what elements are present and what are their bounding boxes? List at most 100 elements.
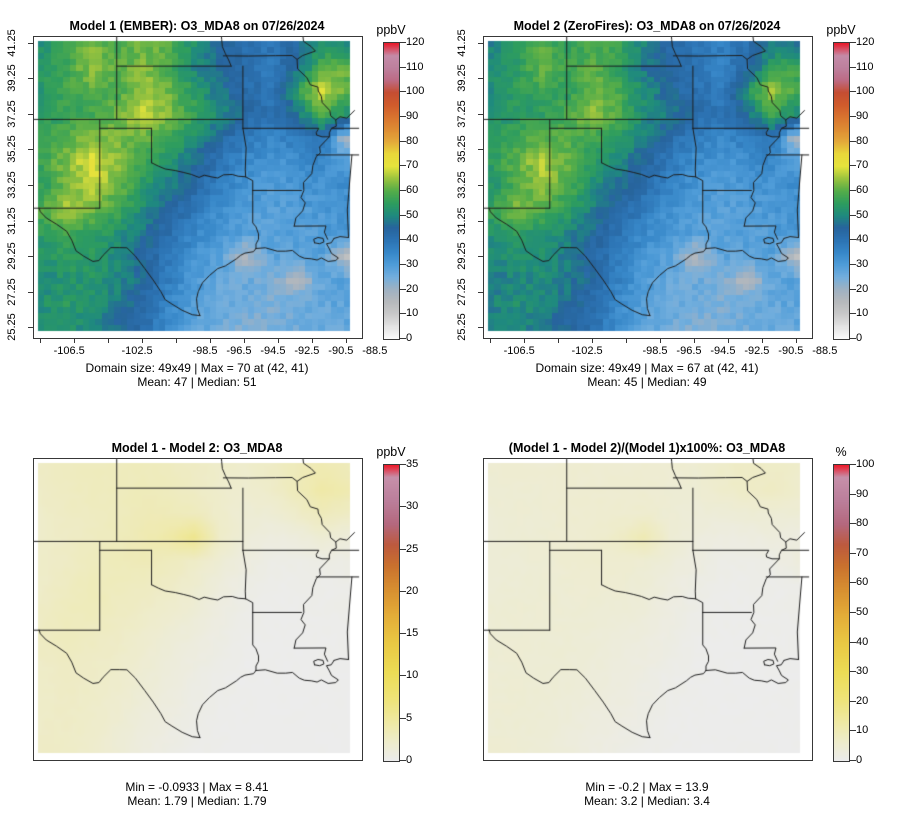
x-tick-label: -94.5 xyxy=(710,345,736,357)
x-axis-tick xyxy=(209,338,211,343)
colorbar-tick-label: 90 xyxy=(856,110,869,122)
colorbar-tick xyxy=(850,760,856,761)
colorbar-tick xyxy=(400,91,406,93)
colorbar-tick-label: 30 xyxy=(406,500,419,513)
panel-model1: Model 1 (EMBER): O3_MDA8 on 07/26/2024 p… xyxy=(0,0,450,422)
y-axis-tick xyxy=(478,291,483,293)
map-frame-model2 xyxy=(483,36,813,339)
colorbar-tick xyxy=(400,239,406,241)
colorbar-tick-label: 0 xyxy=(856,332,863,344)
x-tick-label: -94.5 xyxy=(260,345,286,357)
x-axis-tick xyxy=(74,338,76,343)
x-axis-tick xyxy=(40,338,42,343)
colorbar-tick xyxy=(400,190,406,191)
colorbar-tick-label: 60 xyxy=(856,184,869,196)
colorbar-tick-label: 0 xyxy=(406,332,413,344)
colorbar-tick xyxy=(400,506,406,508)
colorbar-tick xyxy=(400,116,406,117)
colorbar-tick xyxy=(850,523,856,525)
panel-title-difference: Model 1 - Model 2: O3_MDA8 xyxy=(111,441,283,456)
y-axis-tick xyxy=(478,220,483,222)
colorbar-tick xyxy=(400,464,406,465)
colorbar-tick-label: 100 xyxy=(856,458,875,470)
y-axis-tick xyxy=(478,185,483,186)
stats-line-2: Mean: 47 | Median: 51 xyxy=(137,375,257,389)
x-tick-label: -90.5 xyxy=(328,345,354,357)
colorbar-tick-label: 50 xyxy=(856,606,869,618)
colorbar-tick xyxy=(850,582,856,584)
colorbar-tick xyxy=(850,493,856,495)
map-frame-percent-difference xyxy=(483,458,813,761)
colorbar-tick-label: 10 xyxy=(856,307,869,320)
x-axis-tick xyxy=(795,338,797,343)
y-axis-tick xyxy=(28,78,33,80)
x-axis-tick xyxy=(108,338,110,343)
colorbar-tick xyxy=(400,42,406,43)
colorbar-tick-label: 20 xyxy=(406,282,419,295)
colorbar-tick xyxy=(400,717,406,719)
colorbar-tick xyxy=(850,116,856,117)
colorbar-tick xyxy=(850,338,856,339)
panel-percent-difference: (Model 1 - Model 2)/(Model 1)x100%: O3_M… xyxy=(450,422,900,840)
panel-model2: Model 2 (ZeroFires): O3_MDA8 on 07/26/20… xyxy=(450,0,900,422)
colorbar-difference xyxy=(383,464,400,762)
colorbar-tick xyxy=(400,633,406,635)
colorbar-tick-label: 100 xyxy=(406,85,425,98)
colorbar-tick-label: 40 xyxy=(856,635,869,648)
colorbar-tick xyxy=(850,730,856,732)
x-tick-label: -96.5 xyxy=(226,345,252,357)
colorbar-canvas-model2 xyxy=(834,43,849,339)
x-tick-label: -92.5 xyxy=(294,345,320,357)
colorbar-tick-label: 20 xyxy=(856,282,869,295)
x-tick-label: -106.5 xyxy=(53,345,85,357)
colorbar-canvas-model1 xyxy=(384,43,399,339)
x-axis-tick xyxy=(243,338,245,343)
colorbar-unit-label: ppbV xyxy=(376,445,406,459)
colorbar-tick-label: 50 xyxy=(856,208,869,221)
x-tick-label: -102.5 xyxy=(121,345,153,357)
x-tick-label: -96.5 xyxy=(676,345,702,357)
colorbar-tick-label: 90 xyxy=(406,110,419,122)
colorbar-tick xyxy=(400,338,406,339)
colorbar-tick xyxy=(400,760,406,761)
panel-difference: Model 1 - Model 2: O3_MDA8 ppbV Min = -0… xyxy=(0,422,450,840)
y-axis-tick xyxy=(478,113,483,115)
colorbar-tick xyxy=(400,590,406,592)
y-axis-tick xyxy=(28,291,33,293)
colorbar-percent-difference xyxy=(833,464,850,762)
map-frame-model1 xyxy=(33,36,363,339)
panel-title-percent-difference: (Model 1 - Model 2)/(Model 1)x100%: O3_M… xyxy=(508,441,786,456)
colorbar-tick-label: 20 xyxy=(406,584,419,597)
y-axis-tick xyxy=(28,185,33,186)
colorbar-unit-label: ppbV xyxy=(376,23,406,37)
x-axis-tick xyxy=(490,338,492,343)
x-tick-label: -88.5 xyxy=(812,345,838,357)
y-axis-tick xyxy=(478,78,483,80)
colorbar-tick xyxy=(850,464,856,465)
colorbar-tick xyxy=(850,288,856,290)
colorbar-model1 xyxy=(383,42,400,340)
colorbar-tick-label: 25 xyxy=(406,542,419,555)
colorbar-tick-label: 40 xyxy=(856,233,869,246)
stats-line-2: Mean: 3.2 | Median: 3.4 xyxy=(584,794,710,808)
colorbar-tick-label: 30 xyxy=(406,258,419,270)
colorbar-tick-label: 35 xyxy=(406,458,419,470)
colorbar-tick-label: 15 xyxy=(406,627,419,640)
x-axis-tick xyxy=(524,338,526,343)
colorbar-tick xyxy=(400,264,406,265)
colorbar-tick-label: 70 xyxy=(406,159,419,172)
colorbar-tick-label: 60 xyxy=(406,184,419,196)
stats-line-1: Min = -0.2 | Max = 13.9 xyxy=(585,780,709,794)
colorbar-tick-label: 0 xyxy=(856,754,863,766)
x-tick-label: -90.5 xyxy=(778,345,804,357)
colorbar-unit-label: % xyxy=(835,445,847,459)
colorbar-tick xyxy=(850,671,856,673)
x-tick-label: -98.5 xyxy=(192,345,218,357)
colorbar-tick xyxy=(850,42,856,43)
colorbar-tick-label: 60 xyxy=(856,576,869,589)
map-canvas-difference xyxy=(34,459,362,760)
x-axis-tick xyxy=(345,338,347,343)
y-axis-tick xyxy=(478,327,483,329)
stats-line-1: Domain size: 49x49 | Max = 67 at (42, 41… xyxy=(535,361,759,375)
stats-line-2: Mean: 1.79 | Median: 1.79 xyxy=(127,794,267,808)
